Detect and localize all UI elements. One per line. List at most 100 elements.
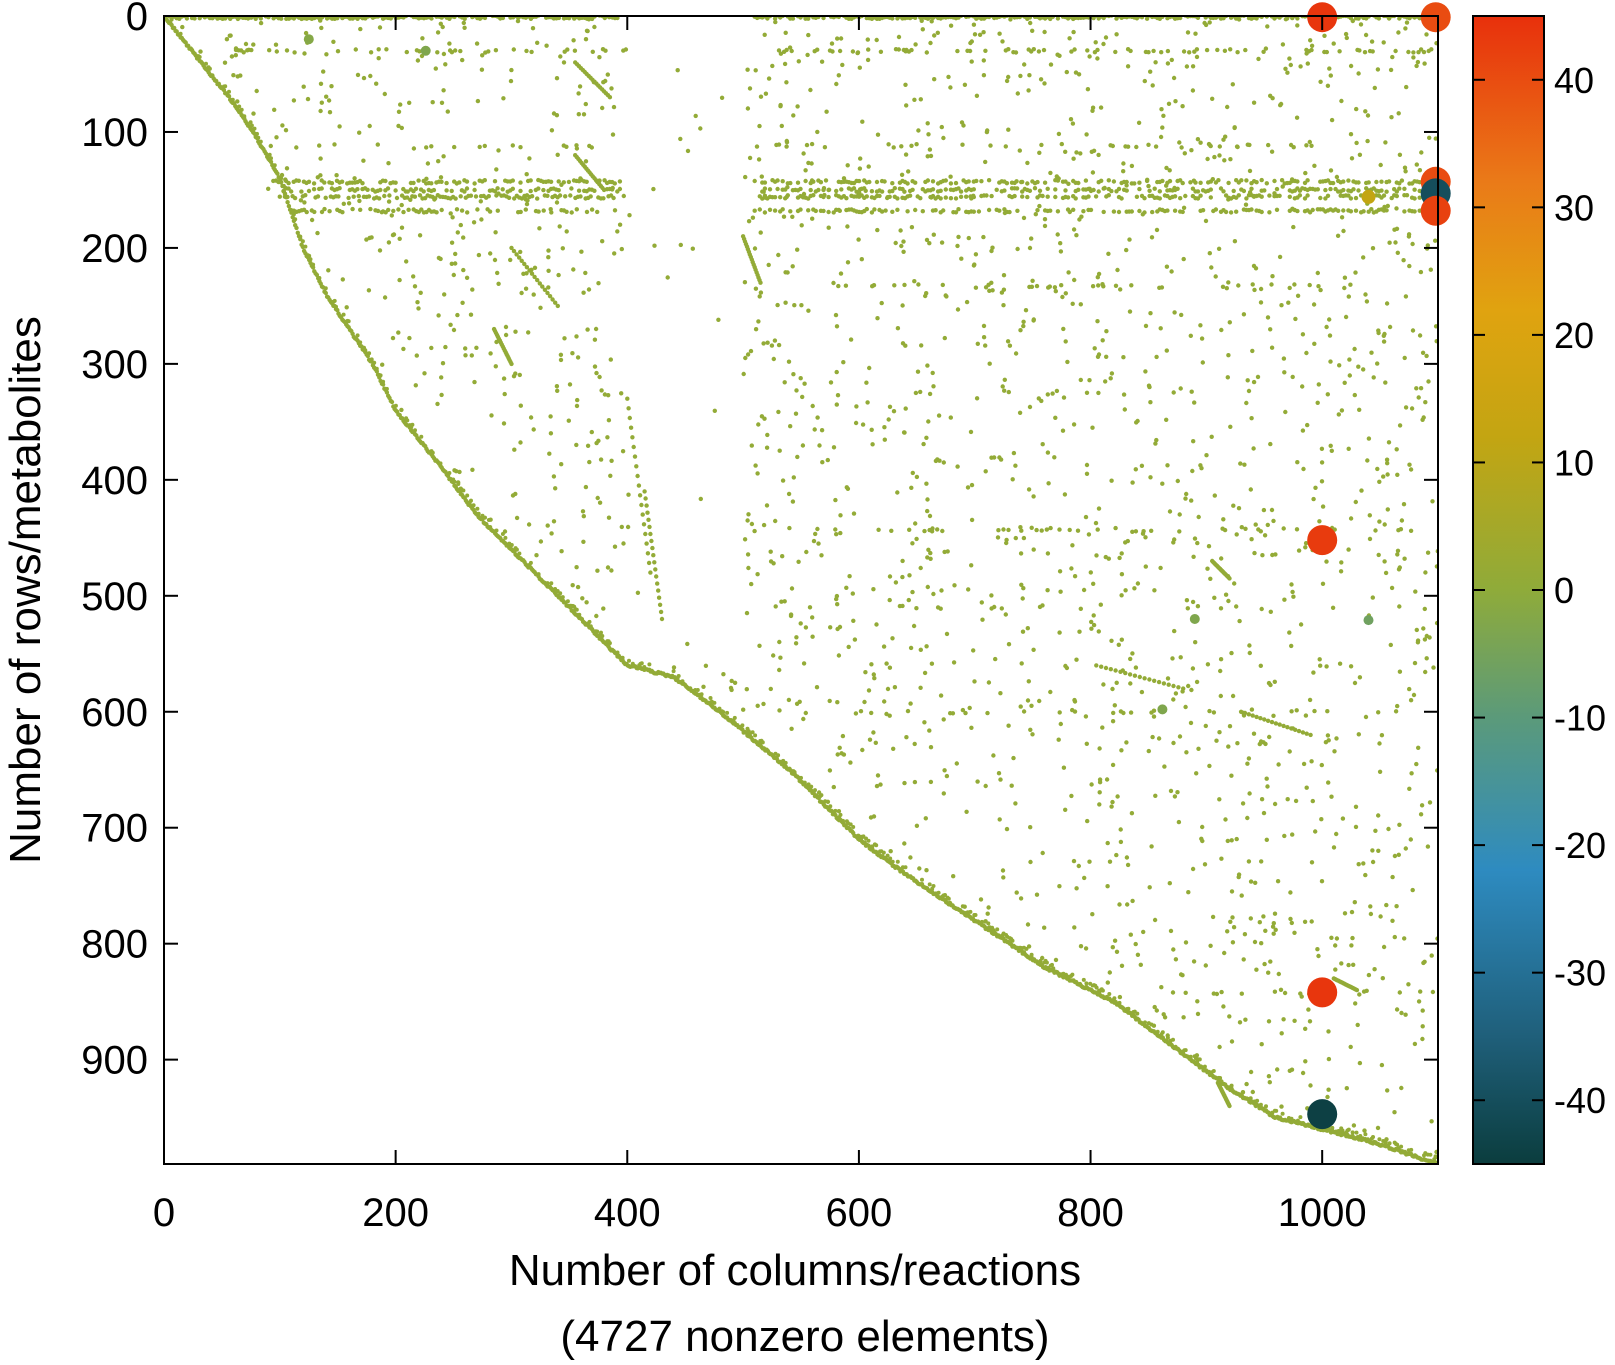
- nonzero-point: [1037, 150, 1042, 155]
- nonzero-point: [483, 50, 488, 55]
- nonzero-point: [912, 741, 917, 747]
- nonzero-point: [796, 59, 801, 64]
- nonzero-point: [1226, 744, 1231, 749]
- nonzero-point: [239, 107, 244, 112]
- nonzero-point: [1291, 594, 1296, 599]
- nonzero-point: [749, 443, 754, 448]
- nonzero-point: [1232, 125, 1237, 130]
- nonzero-point: [883, 208, 888, 213]
- nonzero-point: [1234, 604, 1239, 609]
- nonzero-point: [790, 499, 796, 504]
- nonzero-point: [864, 206, 869, 212]
- nonzero-point: [465, 210, 470, 215]
- nonzero-point: [904, 735, 909, 740]
- nonzero-point: [886, 142, 891, 147]
- nonzero-point: [597, 55, 602, 60]
- nonzero-point: [959, 120, 965, 125]
- nonzero-point: [1056, 737, 1061, 742]
- nonzero-point: [601, 606, 606, 611]
- nonzero-point: [1273, 927, 1278, 932]
- nonzero-point: [1379, 188, 1384, 193]
- nonzero-point: [1417, 333, 1423, 338]
- nonzero-point: [496, 281, 501, 286]
- nonzero-point: [747, 155, 753, 161]
- nonzero-point: [1356, 862, 1361, 867]
- nonzero-point: [756, 422, 761, 427]
- nonzero-point: [1348, 209, 1354, 214]
- nonzero-point: [795, 180, 801, 185]
- nonzero-point: [1288, 890, 1293, 895]
- nonzero-point: [600, 634, 605, 638]
- nonzero-point: [1288, 916, 1293, 922]
- nonzero-point: [551, 474, 557, 479]
- nonzero-point: [268, 143, 273, 149]
- nonzero-point: [1162, 764, 1167, 769]
- nonzero-point: [746, 565, 751, 571]
- nonzero-point: [729, 687, 734, 693]
- nonzero-point: [1415, 640, 1421, 645]
- nonzero-point: [1354, 140, 1359, 146]
- nonzero-point: [823, 178, 829, 183]
- nonzero-point: [586, 287, 592, 292]
- nonzero-point: [1357, 152, 1363, 157]
- nonzero-point: [770, 63, 775, 69]
- nonzero-point: [1328, 359, 1333, 364]
- nonzero-point: [825, 457, 830, 463]
- nonzero-point: [1319, 879, 1325, 884]
- nonzero-point: [1089, 626, 1094, 631]
- nonzero-point: [693, 113, 698, 119]
- nonzero-point: [996, 771, 1002, 776]
- nonzero-point: [1244, 178, 1249, 183]
- nonzero-point: [352, 176, 357, 181]
- nonzero-point: [1084, 132, 1089, 137]
- nonzero-point: [761, 701, 766, 707]
- nonzero-point: [741, 707, 746, 712]
- nonzero-point: [574, 607, 579, 612]
- nonzero-point: [1041, 47, 1047, 53]
- nonzero-point: [1158, 326, 1163, 331]
- nonzero-point: [924, 237, 930, 243]
- nonzero-point: [1065, 195, 1071, 200]
- nonzero-point: [1267, 193, 1272, 198]
- nonzero-point: [1026, 679, 1032, 684]
- nonzero-point: [1093, 520, 1099, 526]
- nonzero-point: [1061, 395, 1067, 400]
- nonzero-point: [983, 469, 988, 474]
- nonzero-point: [1092, 346, 1097, 351]
- nonzero-point: [1033, 212, 1039, 217]
- nonzero-point: [767, 187, 773, 192]
- nonzero-point: [1287, 630, 1292, 635]
- nonzero-point: [869, 427, 874, 432]
- nonzero-point: [431, 187, 437, 193]
- nonzero-point: [791, 475, 796, 480]
- nonzero-point: [564, 229, 569, 234]
- nonzero-point: [1121, 710, 1126, 716]
- nonzero-point: [583, 159, 589, 164]
- nonzero-point: [1251, 379, 1257, 385]
- nonzero-point: [828, 380, 834, 385]
- nonzero-point: [1255, 374, 1261, 380]
- nonzero-point: [474, 345, 479, 350]
- nonzero-point: [835, 36, 840, 41]
- nonzero-point: [1247, 168, 1253, 174]
- nonzero-point: [584, 179, 589, 184]
- nonzero-point: [1104, 777, 1110, 782]
- nonzero-point: [302, 51, 307, 56]
- nonzero-point: [819, 59, 825, 64]
- nonzero-point: [1230, 693, 1236, 699]
- nonzero-point: [1017, 410, 1023, 415]
- nonzero-point: [907, 527, 912, 532]
- nonzero-point: [1228, 919, 1233, 924]
- nonzero-point: [887, 597, 892, 603]
- nonzero-point: [511, 248, 517, 254]
- nonzero-point: [574, 207, 579, 212]
- nonzero-point: [1268, 327, 1273, 332]
- nonzero-point: [1331, 845, 1337, 850]
- nonzero-point: [1381, 193, 1387, 198]
- nonzero-point: [379, 210, 384, 215]
- nonzero-point: [1356, 180, 1361, 185]
- nonzero-point: [375, 142, 380, 147]
- nonzero-point: [962, 904, 967, 909]
- nonzero-point: [545, 581, 550, 586]
- nonzero-point: [1291, 145, 1296, 150]
